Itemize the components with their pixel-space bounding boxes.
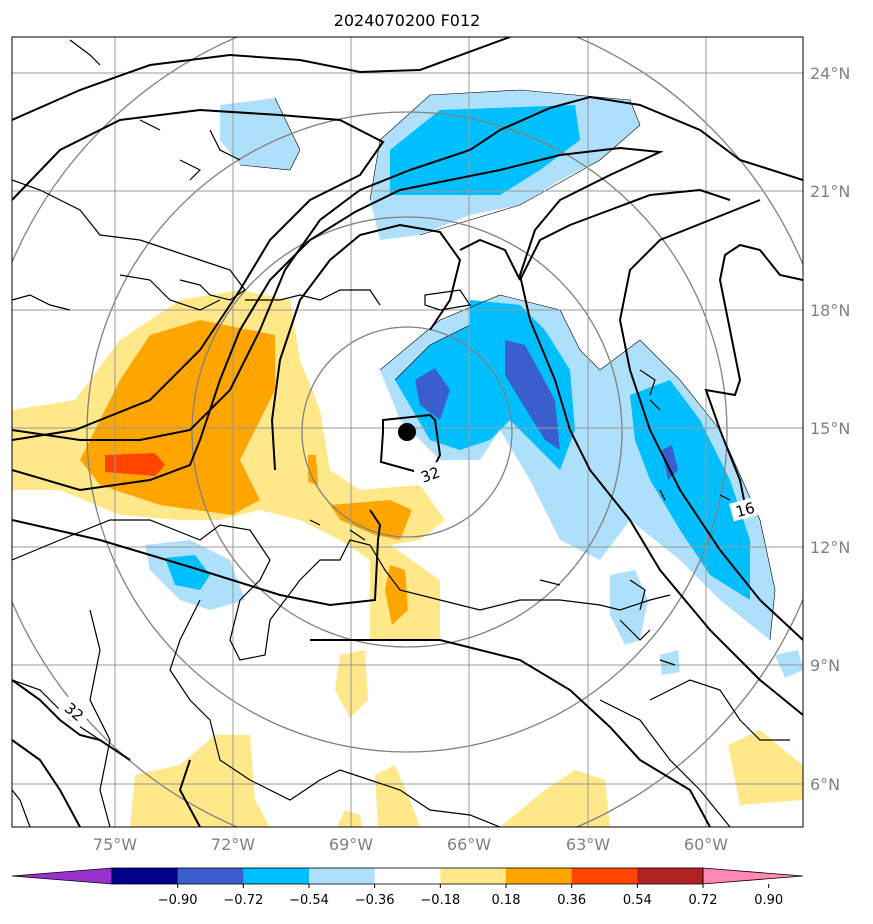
plot-frame [11,36,804,828]
lon-label-60W: 60°W [684,835,728,854]
lat-label-12N: 12°N [810,538,850,557]
height-contours [12,37,803,827]
latitude-labels: 24°N 21°N 18°N 15°N 12°N 9°N 6°N [810,64,850,794]
colorbar-bin [177,868,244,884]
colorbar-tick-label: −0.36 [355,893,395,908]
lon-label-69W: 69°W [329,835,373,854]
contour-label-16: 16 [734,499,757,521]
colorbar-bin [440,868,507,884]
coastlines [12,39,790,827]
colorbar-tick-label: 0.18 [492,893,521,908]
colorbar-tick-label: −0.90 [158,893,198,908]
lon-label-72W: 72°W [211,835,255,854]
graticule [12,37,803,827]
lon-label-63W: 63°W [566,835,610,854]
colorbar-tick-label: 0.90 [754,893,783,908]
colorbar-outline [111,867,704,885]
lat-label-6N: 6°N [810,775,840,794]
colorbar-tick-label: 0.54 [623,893,652,908]
colorbar-bin [637,868,704,884]
colorbar-bin [309,868,376,884]
storm-center-marker [398,423,416,441]
lat-label-21N: 21°N [810,182,850,201]
positive-shading [12,290,803,827]
longitude-labels: 75°W 72°W 69°W 66°W 63°W 60°W [93,835,728,854]
lon-label-75W: 75°W [93,835,137,854]
map-title: 2024070200 F012 [334,11,481,30]
colorbar-bin [571,868,638,884]
lon-label-66W: 66°W [447,835,491,854]
colorbar-tick-label: −0.18 [420,893,460,908]
lat-label-9N: 9°N [810,656,840,675]
colorbar-extend-low [11,867,113,885]
shading-outlines [239,89,776,641]
contour-label-32a: 32 [418,463,442,486]
colorbar-bin [112,868,179,884]
colorbar-tick-label: 0.36 [557,893,586,908]
range-rings [12,37,803,827]
plot-area: 32 16 32 [12,37,803,827]
colorbar-tick-label: 0.72 [689,893,718,908]
colorbar-bin [374,868,441,884]
lat-label-15N: 15°N [810,419,850,438]
lat-label-18N: 18°N [810,301,850,320]
colorbar-extend-high [702,867,804,885]
lat-label-24N: 24°N [810,64,850,83]
colorbar-tick-label: −0.54 [289,893,329,908]
colorbar-bin [506,868,573,884]
colorbar-tick-label: −0.72 [223,893,263,908]
contour-labels: 32 16 32 [57,460,761,728]
colorbar: −0.90 −0.72 −0.54 −0.36 −0.18 0.18 0.36 0.54 0.7… [11,867,804,908]
colorbar-bin [243,868,310,884]
